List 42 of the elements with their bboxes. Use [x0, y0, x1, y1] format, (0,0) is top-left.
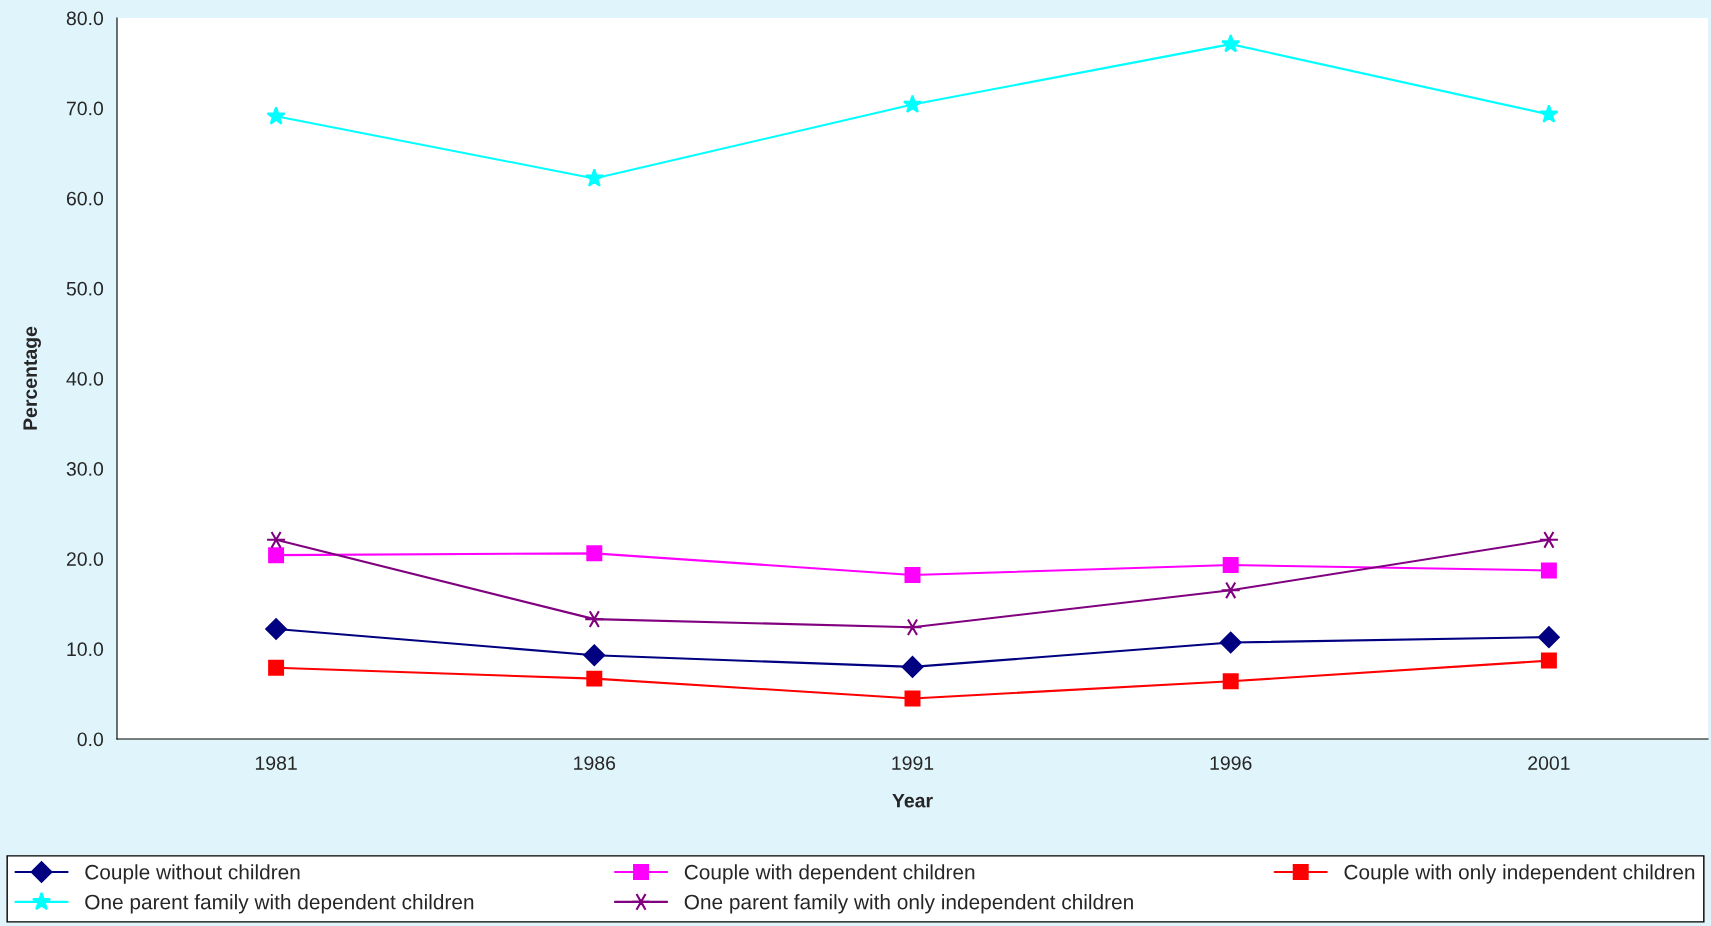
point	[268, 547, 285, 564]
x-tick-label: 2001	[1528, 756, 1570, 770]
y-tick-label: 30.0	[66, 462, 104, 476]
point	[268, 659, 285, 676]
point	[583, 644, 606, 667]
x-axis-title: Year	[892, 793, 933, 808]
point	[902, 94, 923, 113]
point	[1221, 34, 1241, 53]
y-tick-label: 20.0	[66, 552, 104, 566]
point	[1540, 562, 1557, 579]
point	[266, 106, 286, 125]
y-tick-label: 50.0	[66, 281, 104, 296]
y-tick-label: 40.0	[66, 371, 104, 386]
point	[1540, 652, 1557, 669]
point	[1538, 530, 1559, 549]
legend-label: Couple without children	[85, 864, 300, 884]
x-tick-label: 1991	[892, 756, 934, 770]
x-tick-label: 1981	[255, 756, 297, 770]
legend-label: Couple with only independent children	[1344, 864, 1695, 884]
x-tick-label: 1986	[574, 756, 616, 770]
y-tick-label: 60.0	[66, 191, 104, 206]
point	[584, 168, 604, 187]
legend-label: Couple with dependent children	[684, 864, 975, 884]
point	[586, 670, 603, 687]
point	[904, 566, 921, 583]
legend-label: One parent family with dependent children	[85, 894, 474, 914]
point	[1538, 626, 1560, 649]
point	[1539, 104, 1559, 123]
y-tick-label: 80.0	[66, 11, 104, 26]
point	[1222, 557, 1239, 574]
point	[1222, 673, 1239, 690]
point	[1219, 631, 1242, 654]
y-tick-label: 10.0	[67, 642, 104, 657]
x-tick-label: 1996	[1210, 756, 1252, 770]
y-tick-label: 70.0	[66, 101, 104, 116]
point	[901, 656, 924, 678]
point	[265, 618, 287, 640]
legend-label: One parent family with only independent children	[684, 894, 1133, 914]
point	[904, 690, 921, 707]
y-axis-title: Percentage	[23, 326, 41, 430]
point	[586, 545, 603, 562]
y-tick-label: 0.0	[77, 732, 104, 747]
